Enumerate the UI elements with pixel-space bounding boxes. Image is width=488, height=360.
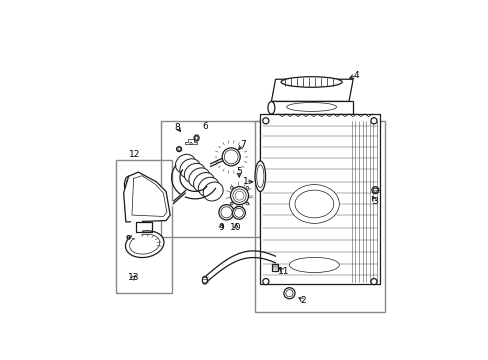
Text: 6: 6 [203, 122, 208, 131]
Ellipse shape [371, 186, 378, 194]
Ellipse shape [126, 179, 131, 190]
Ellipse shape [286, 103, 336, 111]
Text: 11: 11 [277, 266, 288, 275]
Text: 9: 9 [218, 223, 224, 232]
Ellipse shape [176, 147, 181, 152]
Polygon shape [123, 172, 170, 222]
Ellipse shape [230, 186, 233, 189]
Polygon shape [185, 139, 196, 144]
Ellipse shape [372, 188, 377, 192]
Text: 5: 5 [236, 167, 242, 176]
Text: 7: 7 [240, 140, 245, 149]
Polygon shape [271, 102, 352, 114]
Ellipse shape [267, 102, 274, 114]
Ellipse shape [194, 135, 199, 141]
Ellipse shape [262, 279, 268, 285]
Ellipse shape [195, 136, 198, 140]
Ellipse shape [262, 118, 268, 124]
Ellipse shape [184, 163, 204, 183]
Ellipse shape [188, 168, 209, 188]
Ellipse shape [198, 177, 218, 197]
Bar [160, 121, 260, 237]
Ellipse shape [189, 143, 192, 145]
Ellipse shape [370, 279, 376, 285]
Ellipse shape [129, 234, 160, 254]
Polygon shape [272, 264, 278, 271]
Ellipse shape [175, 154, 195, 173]
Ellipse shape [124, 176, 133, 193]
Ellipse shape [232, 207, 245, 219]
Ellipse shape [125, 231, 163, 257]
Ellipse shape [180, 159, 200, 178]
Ellipse shape [370, 118, 376, 124]
Ellipse shape [232, 189, 245, 202]
Ellipse shape [289, 257, 339, 273]
Ellipse shape [219, 205, 234, 220]
Text: 4: 4 [353, 71, 359, 80]
Ellipse shape [224, 150, 238, 164]
Polygon shape [260, 114, 379, 284]
Ellipse shape [177, 148, 180, 150]
Text: 10: 10 [230, 223, 242, 232]
Ellipse shape [294, 190, 333, 218]
Ellipse shape [202, 276, 207, 284]
Ellipse shape [193, 172, 214, 192]
Ellipse shape [281, 77, 342, 87]
Ellipse shape [230, 202, 233, 205]
Ellipse shape [127, 235, 130, 239]
Ellipse shape [289, 185, 339, 223]
Ellipse shape [256, 165, 264, 188]
Text: 3: 3 [371, 197, 377, 206]
Ellipse shape [203, 182, 223, 201]
Ellipse shape [245, 202, 248, 205]
Text: 1: 1 [242, 177, 248, 186]
Ellipse shape [230, 186, 248, 205]
Ellipse shape [285, 290, 292, 297]
Text: 2: 2 [299, 296, 305, 305]
Text: 12: 12 [129, 150, 140, 158]
Text: 13: 13 [128, 273, 139, 282]
Ellipse shape [234, 208, 243, 217]
Bar [116, 159, 171, 293]
Ellipse shape [255, 161, 265, 192]
Ellipse shape [284, 288, 294, 299]
Ellipse shape [245, 186, 248, 189]
Polygon shape [271, 79, 352, 102]
Ellipse shape [221, 207, 232, 218]
Text: 8: 8 [175, 123, 180, 132]
Ellipse shape [222, 148, 240, 166]
Ellipse shape [235, 191, 244, 200]
Bar [254, 121, 384, 312]
